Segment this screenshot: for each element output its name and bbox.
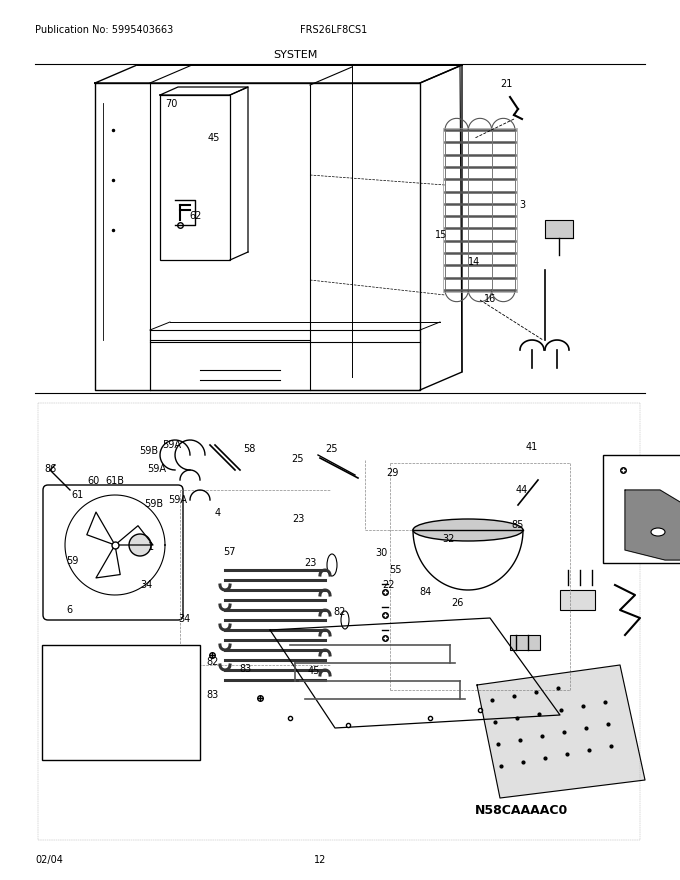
Text: 60: 60 <box>87 476 99 487</box>
Text: 85: 85 <box>511 520 524 531</box>
Text: 59A: 59A <box>148 464 167 474</box>
Ellipse shape <box>341 611 349 629</box>
Polygon shape <box>625 490 680 560</box>
Bar <box>42 645 200 760</box>
Text: 3: 3 <box>519 200 525 210</box>
Text: 44: 44 <box>515 485 528 495</box>
Text: FRS26LF8CS1: FRS26LF8CS1 <box>300 25 367 35</box>
Ellipse shape <box>327 554 337 576</box>
Text: 59B: 59B <box>139 446 158 457</box>
Text: 23: 23 <box>292 514 305 524</box>
Text: 62: 62 <box>189 210 201 221</box>
Text: 30: 30 <box>375 547 388 558</box>
Text: 02/04: 02/04 <box>35 855 63 865</box>
Ellipse shape <box>413 519 523 541</box>
Text: 16: 16 <box>484 294 496 304</box>
Text: 70: 70 <box>165 99 177 109</box>
Text: 22: 22 <box>382 580 394 590</box>
Text: 41: 41 <box>526 442 538 452</box>
Bar <box>160 95 230 260</box>
Text: 61B: 61B <box>105 476 124 487</box>
Text: 86: 86 <box>44 464 56 474</box>
Text: 59A: 59A <box>169 495 188 505</box>
Text: 21: 21 <box>500 78 512 89</box>
Text: 23: 23 <box>305 558 317 568</box>
Text: Publication No: 5995403663: Publication No: 5995403663 <box>35 25 173 35</box>
Text: 58: 58 <box>243 444 256 454</box>
Text: 1: 1 <box>148 542 154 553</box>
Text: 12: 12 <box>313 855 326 865</box>
Text: 84: 84 <box>420 587 432 598</box>
Text: 15: 15 <box>435 230 447 240</box>
Bar <box>52 688 62 698</box>
Text: 83: 83 <box>239 664 252 674</box>
Text: 34: 34 <box>178 613 190 624</box>
Text: 6: 6 <box>67 605 73 615</box>
Text: 55: 55 <box>389 565 401 576</box>
Text: 59B: 59B <box>144 499 163 510</box>
Text: 59: 59 <box>67 555 79 566</box>
Text: 25: 25 <box>325 444 337 454</box>
Text: 57: 57 <box>223 546 235 557</box>
Text: 32: 32 <box>442 534 454 545</box>
Bar <box>603 455 680 563</box>
Bar <box>545 220 573 238</box>
Ellipse shape <box>129 534 151 556</box>
Text: 82: 82 <box>206 656 218 667</box>
Bar <box>560 590 595 610</box>
Text: 26: 26 <box>451 598 463 608</box>
Text: 82: 82 <box>333 606 345 617</box>
Text: 59A: 59A <box>162 440 181 451</box>
Text: N58CAAAAC0: N58CAAAAC0 <box>475 803 568 817</box>
Text: 45: 45 <box>207 133 220 143</box>
Bar <box>180 731 192 739</box>
Polygon shape <box>477 665 645 798</box>
Text: 25: 25 <box>291 454 303 465</box>
Bar <box>510 635 540 650</box>
Ellipse shape <box>651 528 665 536</box>
Text: 61: 61 <box>71 490 84 501</box>
Text: 4: 4 <box>214 508 220 518</box>
Text: 29: 29 <box>386 468 398 479</box>
Text: 83: 83 <box>206 690 218 700</box>
Text: 34: 34 <box>141 580 153 590</box>
Text: 14: 14 <box>468 257 480 268</box>
Text: SYSTEM: SYSTEM <box>273 50 317 60</box>
Bar <box>443 128 517 292</box>
Text: 45: 45 <box>308 666 320 677</box>
